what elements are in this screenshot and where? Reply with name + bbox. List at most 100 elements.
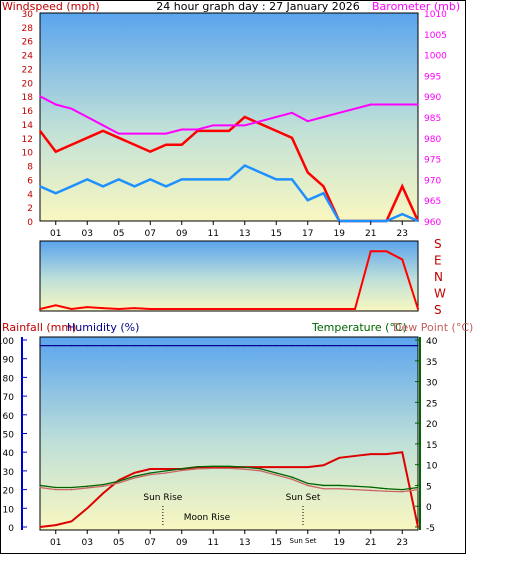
direction-point — [385, 250, 388, 253]
temp-point — [196, 466, 199, 468]
left-tick-label: 40 — [3, 449, 15, 459]
gust-point — [54, 150, 57, 153]
x-tick-label: 17 — [302, 229, 313, 239]
gust-point — [322, 185, 325, 188]
temp-point — [307, 482, 309, 485]
baro-point — [165, 132, 167, 135]
direction-point — [228, 308, 230, 310]
wind-point — [259, 171, 262, 174]
gust-point — [117, 137, 120, 139]
x-tick-label: 03 — [82, 229, 93, 239]
baro-point — [306, 120, 309, 122]
baro-point — [354, 107, 356, 110]
temp-axis-label: Temperature (°C) — [311, 321, 407, 334]
baro-point — [338, 112, 341, 114]
dew-point — [102, 485, 104, 487]
wind-point — [54, 192, 57, 195]
wind-tick-label: 0 — [27, 218, 33, 228]
sunset-axis-label: Sun Set — [290, 537, 317, 545]
rain-point — [354, 455, 356, 457]
temp-point — [338, 484, 340, 487]
wind-point — [70, 185, 73, 188]
direction-point — [369, 250, 372, 253]
x-tick-label: 03 — [82, 538, 93, 548]
wind-point — [196, 178, 199, 181]
x-tick-label: 23 — [397, 229, 408, 239]
temp-point — [102, 483, 104, 486]
direction-point — [86, 306, 89, 309]
rain-point — [275, 466, 277, 468]
rain-point — [291, 466, 293, 468]
wind-point — [243, 164, 246, 167]
baro-point — [196, 128, 199, 131]
moonrise-label: Moon Rise — [184, 513, 231, 523]
humid-point — [149, 344, 151, 347]
dew-point — [259, 470, 262, 472]
x-tick-label: 23 — [397, 538, 408, 548]
dew-point — [228, 467, 230, 470]
dew-point — [70, 488, 73, 491]
gust-point — [212, 130, 215, 132]
x-tick-label: 07 — [145, 229, 156, 239]
temp-tick-label: 20 — [426, 420, 438, 430]
temp-y-ticks: -5 0 5 10 15 20 25 30 35 40 — [415, 337, 438, 534]
direction-point — [212, 308, 215, 310]
x-tick-label: 19 — [334, 538, 346, 548]
baro-point — [70, 107, 73, 110]
humid-point — [86, 344, 88, 347]
baro-point — [259, 120, 262, 122]
gust-point — [275, 130, 278, 132]
temp-point — [228, 465, 230, 468]
left-tick-label: 0 — [8, 524, 14, 534]
temp-point — [401, 488, 403, 491]
wind-point — [228, 178, 230, 181]
wind-point — [291, 178, 293, 181]
dew-point — [86, 487, 88, 489]
direction-point — [165, 308, 167, 310]
baro-point — [180, 128, 183, 131]
direction-label: S — [434, 303, 442, 317]
x-tick-label: 09 — [176, 229, 188, 239]
direction-label: N — [434, 270, 443, 284]
gust-point — [39, 130, 41, 132]
humid-point — [39, 344, 41, 347]
dew-point — [307, 484, 309, 487]
humid-point — [322, 344, 325, 347]
baro-point — [102, 124, 104, 127]
humid-point — [291, 344, 293, 347]
rain-point — [417, 526, 419, 528]
dew-point — [181, 469, 183, 472]
wind-point — [180, 178, 183, 181]
wind-point — [165, 185, 167, 188]
temp-tick-label: 10 — [426, 462, 438, 472]
temp-tick-label: 40 — [426, 337, 438, 347]
baro-tick-label: 980 — [424, 135, 441, 145]
dew-point — [401, 490, 403, 493]
wind-point — [86, 178, 89, 181]
rain-point — [149, 468, 151, 470]
direction-point — [149, 308, 152, 310]
humid-point — [102, 344, 104, 347]
wind-axis-label: Windspeed (mph) — [2, 0, 100, 13]
gust-point — [133, 143, 136, 146]
temp-point — [370, 486, 372, 488]
direction-point — [401, 258, 404, 261]
rain-point — [39, 526, 41, 528]
baro-tick-label: 975 — [424, 156, 441, 166]
temp-point — [385, 488, 388, 490]
temp-tick-label: 30 — [426, 379, 438, 389]
gust-point — [306, 171, 309, 174]
direction-point — [275, 308, 278, 310]
rain-point — [259, 466, 262, 468]
left-tick-label: 10 — [3, 505, 15, 515]
rain-point — [102, 492, 104, 495]
temp-point — [86, 485, 88, 487]
rain-point — [86, 507, 88, 509]
humid-point — [275, 344, 277, 347]
direction-point — [180, 308, 183, 310]
direction-series — [39, 250, 419, 311]
x-tick-label: 09 — [176, 538, 188, 548]
direction-label: E — [434, 254, 442, 268]
wind-point — [401, 213, 404, 215]
